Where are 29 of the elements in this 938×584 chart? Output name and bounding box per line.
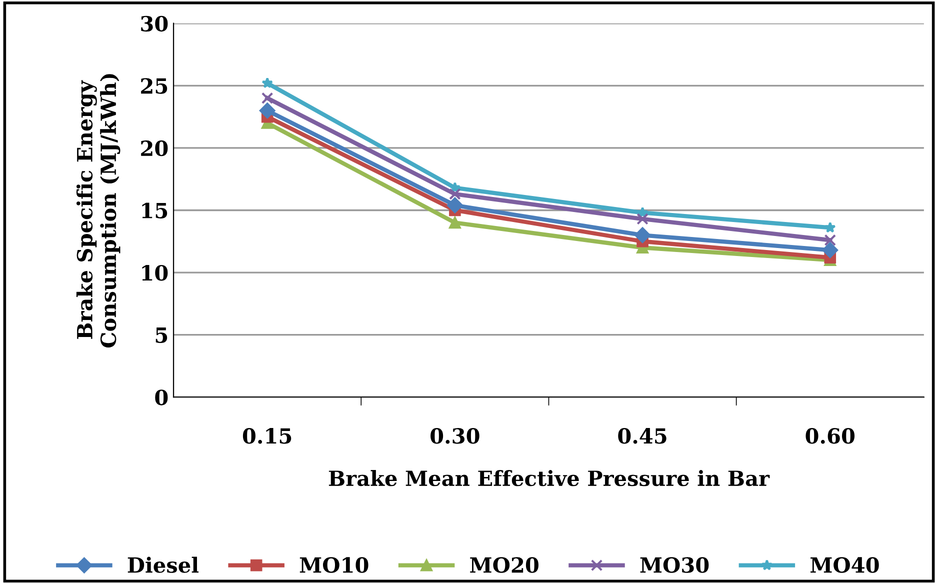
point bbox=[259, 102, 276, 118]
legend-label: MO10 bbox=[300, 557, 368, 573]
legend-label: MO30 bbox=[640, 557, 709, 573]
y-tick-label: 0 bbox=[155, 390, 168, 406]
point bbox=[262, 77, 273, 88]
y-tick-label: 30 bbox=[141, 16, 168, 32]
legend-label: MO20 bbox=[470, 557, 538, 573]
x-axis-title: Brake Mean Effective Pressure in Bar bbox=[328, 470, 770, 486]
x-tick-label: 0.15 bbox=[242, 428, 292, 444]
point bbox=[261, 92, 274, 104]
point bbox=[636, 213, 648, 225]
point bbox=[822, 242, 838, 258]
legend-label: Diesel bbox=[128, 556, 199, 573]
x-tick-label: 0.30 bbox=[430, 428, 480, 444]
point bbox=[634, 227, 650, 244]
x-tick-label: 0.60 bbox=[806, 428, 855, 444]
point bbox=[824, 234, 836, 246]
y-tick-label: 15 bbox=[142, 202, 168, 218]
y-tick-label: 5 bbox=[156, 328, 168, 344]
y-axis-title: Brake Specific Energy Consumption (MJ/kWh) bbox=[76, 74, 120, 348]
point bbox=[449, 188, 461, 200]
y-tick-label: 10 bbox=[142, 264, 168, 281]
x-tick-label: 0.45 bbox=[618, 428, 666, 444]
point bbox=[449, 216, 461, 229]
y-tick-label: 20 bbox=[141, 140, 168, 156]
point bbox=[447, 197, 463, 214]
y-tick-label: 25 bbox=[141, 78, 168, 94]
legend-label: MO40 bbox=[810, 557, 879, 573]
point bbox=[824, 222, 836, 233]
